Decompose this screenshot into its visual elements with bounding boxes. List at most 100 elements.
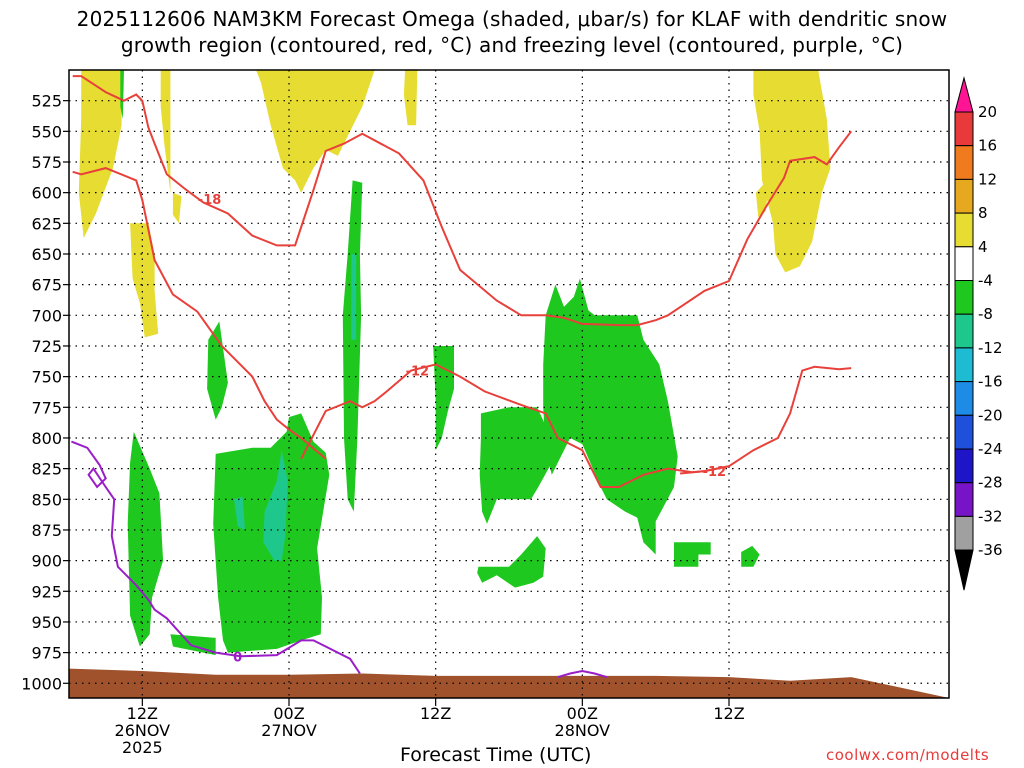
- y-tick-label-575: 575: [31, 153, 62, 172]
- omega-region-17: [477, 536, 546, 588]
- colorbar-label-0: 20: [978, 103, 997, 121]
- omega-region-13: [342, 180, 363, 512]
- omega-region-8: [120, 70, 124, 120]
- y-tick-label-675: 675: [31, 276, 62, 295]
- x-axis-title: Forecast Time (UTC): [400, 744, 592, 766]
- omega-region-20: [351, 254, 357, 340]
- y-tick-label-850: 850: [31, 490, 62, 509]
- contour-label-0: -18: [198, 193, 222, 208]
- colorbar-label-8: -16: [978, 373, 1003, 391]
- colorbar-swatch-7: [954, 313, 974, 349]
- x-tick-label-h48-1: 28NOV: [555, 721, 611, 740]
- omega-region-9: [207, 321, 228, 420]
- colorbar-swatch-13: [954, 515, 974, 551]
- y-tick-label-600: 600: [31, 184, 62, 203]
- y-tick-label-750: 750: [31, 368, 62, 387]
- colorbar: 20 16 12 8 4 -4 -8 -12 -16 -20 -24 -28 -32 -36: [954, 76, 1003, 591]
- chart-title: 2025112606 NAM3KM Forecast Omega (shaded…: [0, 6, 1024, 58]
- omega-region-19: [741, 545, 760, 567]
- colorbar-label-7: -12: [978, 339, 1003, 357]
- y-axis: 525 550 575 600 625 650 675 700 725 750 775 800 825 8…: [21, 92, 69, 693]
- x-tick-label-h60-0: 12Z: [713, 704, 744, 723]
- contour-label-4: 0: [233, 650, 242, 665]
- colorbar-bottom-arrow: [954, 549, 974, 591]
- y-tick-label-975: 975: [31, 644, 62, 663]
- contour-layer: -18 -12 -12 0: [71, 75, 852, 679]
- y-tick-label-875: 875: [31, 521, 62, 540]
- colorbar-swatch-8: [954, 347, 974, 383]
- plot-frame: [68, 69, 950, 699]
- x-tick-label-h12-2: 2025: [122, 738, 163, 757]
- colorbar-swatch-6: [954, 280, 974, 315]
- y-tick-label-700: 700: [31, 306, 62, 325]
- y-tick-label-900: 900: [31, 552, 62, 571]
- colorbar-label-5: -4: [978, 272, 993, 290]
- y-tick-label-550: 550: [31, 122, 62, 141]
- y-tick-label-625: 625: [31, 214, 62, 233]
- omega-region-14: [433, 346, 454, 451]
- contour-line-3: [680, 465, 730, 475]
- colorbar-label-2: 12: [978, 170, 997, 188]
- x-tick-label-h24-0: 00Z: [273, 704, 304, 723]
- y-tick-label-950: 950: [31, 613, 62, 632]
- x-tick-label-h24-1: 27NOV: [261, 721, 317, 740]
- colorbar-swatch-1: [954, 111, 974, 147]
- contour-line-1: [72, 167, 327, 460]
- colorbar-swatch-5: [954, 246, 974, 282]
- colorbar-swatch-11: [954, 448, 974, 484]
- omega-region-16: [543, 278, 678, 555]
- credit-link[interactable]: coolwx.com/modelts: [826, 746, 990, 764]
- colorbar-label-13: -36: [978, 541, 1003, 559]
- colorbar-swatch-2: [954, 145, 974, 180]
- omega-region-15: [479, 407, 552, 524]
- colorbar-swatch-10: [954, 414, 974, 450]
- omega-region-1: [130, 223, 159, 338]
- omega-region-10: [127, 431, 164, 647]
- contour-label-2: -12: [406, 365, 430, 380]
- y-tick-label-725: 725: [31, 337, 62, 356]
- chart-title-line-2: growth region (contoured, red, °C) and f…: [120, 33, 904, 57]
- omega-region-12: [170, 634, 216, 656]
- contour-line-2: [300, 363, 852, 488]
- colorbar-swatch-12: [954, 482, 974, 517]
- colorbar-label-6: -8: [978, 305, 993, 323]
- x-tick-label-h12-0: 12Z: [127, 704, 158, 723]
- contour-line-5: [557, 669, 608, 679]
- x-tick-label-h12-1: 26NOV: [115, 721, 171, 740]
- omega-region-21: [234, 496, 245, 530]
- omega-region-0: [78, 70, 122, 238]
- omega-region-18: [674, 542, 711, 567]
- colorbar-label-10: -24: [978, 440, 1003, 458]
- y-tick-label-1000: 1000: [21, 674, 62, 693]
- colorbar-top-arrow: [954, 76, 974, 113]
- colorbar-label-1: 16: [978, 137, 997, 155]
- contour-label-3: -12: [703, 465, 727, 480]
- x-tick-label-h36-0: 12Z: [420, 704, 451, 723]
- y-tick-label-775: 775: [31, 398, 62, 417]
- contour-line-0: [72, 75, 852, 327]
- colorbar-label-11: -28: [978, 474, 1003, 492]
- omega-region-3: [172, 192, 182, 224]
- y-tick-label-800: 800: [31, 429, 62, 448]
- colorbar-label-9: -20: [978, 406, 1003, 424]
- y-tick-label-825: 825: [31, 460, 62, 479]
- grid-layer: [69, 70, 949, 698]
- y-tick-label-525: 525: [31, 92, 62, 111]
- contour-line-4: [71, 440, 361, 675]
- omega-region-5: [403, 70, 418, 126]
- omega-region-22: [263, 450, 288, 561]
- colorbar-swatch-3: [954, 178, 974, 214]
- y-tick-label-925: 925: [31, 582, 62, 601]
- colorbar-label-12: -32: [978, 507, 1003, 525]
- colorbar-swatch-4: [954, 212, 974, 248]
- chart-title-line-1: 2025112606 NAM3KM Forecast Omega (shaded…: [76, 7, 948, 31]
- colorbar-swatch-9: [954, 381, 974, 416]
- colorbar-label-3: 8: [978, 204, 988, 222]
- x-tick-label-h48-0: 00Z: [567, 704, 598, 723]
- y-tick-label-650: 650: [31, 245, 62, 264]
- colorbar-label-4: 4: [978, 238, 988, 256]
- omega-region-4: [256, 70, 375, 193]
- omega-region-6: [753, 70, 831, 273]
